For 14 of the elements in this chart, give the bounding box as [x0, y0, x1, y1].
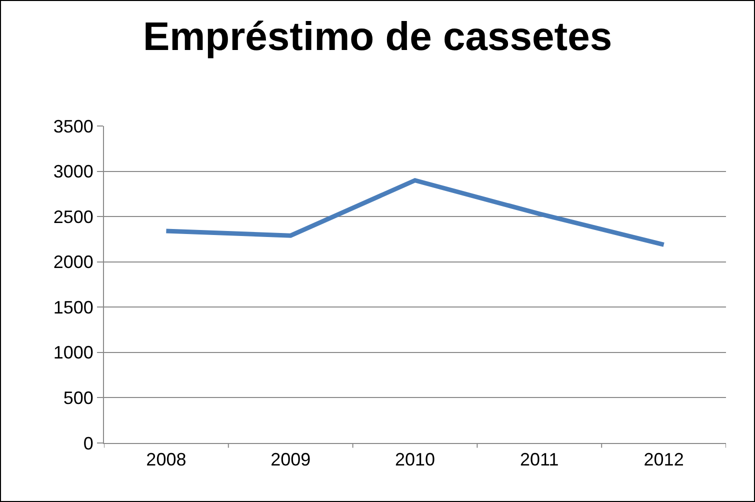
chart-title: Empréstimo de cassetes [142, 15, 612, 59]
x-tick-label: 2012 [644, 450, 684, 470]
y-tick-label: 2000 [53, 252, 94, 272]
y-tick-label: 3000 [53, 162, 94, 182]
y-tick-label: 500 [63, 388, 94, 408]
y-tick-label: 1500 [53, 297, 94, 318]
x-tick-label: 2010 [394, 450, 436, 470]
y-tick-label: 2500 [53, 206, 94, 227]
x-tick-label: 2009 [270, 450, 311, 470]
x-tick-label: 2008 [146, 450, 186, 470]
y-tick-label: 3500 [53, 116, 94, 136]
y-tick-label: 1000 [53, 342, 94, 363]
x-tick-label: 2011 [520, 450, 559, 470]
y-tick-label: 0 [83, 433, 94, 454]
